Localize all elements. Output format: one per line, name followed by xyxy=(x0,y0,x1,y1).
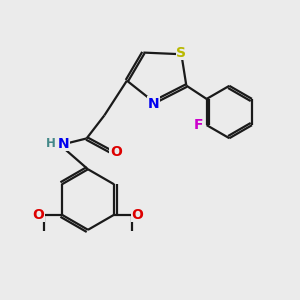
Text: H: H xyxy=(46,137,56,150)
Text: N: N xyxy=(57,136,69,151)
Text: O: O xyxy=(131,208,143,222)
Text: F: F xyxy=(194,118,203,132)
Text: O: O xyxy=(32,208,44,222)
Text: S: S xyxy=(176,46,186,60)
Text: N: N xyxy=(148,97,159,111)
Text: O: O xyxy=(110,145,122,159)
